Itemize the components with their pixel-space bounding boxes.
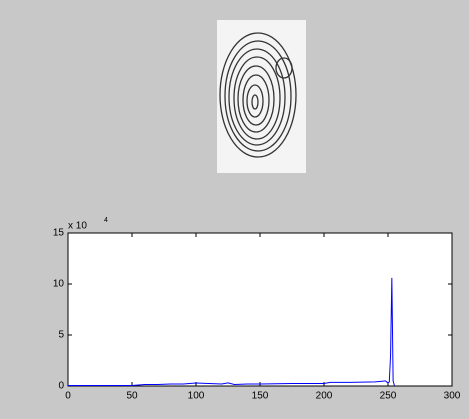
x-tick-label: 150 [252, 391, 269, 402]
fingerprint-image [217, 20, 306, 173]
data-line [68, 277, 395, 386]
fingerprint-ridges [219, 32, 297, 158]
x-tick-label: 50 [126, 391, 138, 402]
image-frame [217, 20, 306, 173]
y-multiplier: x 10 [68, 221, 87, 232]
x-tick-label: 300 [444, 391, 461, 402]
y-tick-label: 0 [58, 381, 64, 392]
x-tick-label: 0 [65, 391, 71, 402]
y-tick-label: 10 [53, 279, 65, 290]
y-multiplier-exponent: 4 [104, 217, 108, 224]
x-tick-label: 200 [316, 391, 333, 402]
y-tick-label: 5 [58, 330, 64, 341]
x-tick-label: 100 [188, 391, 205, 402]
y-tick-label: 15 [53, 228, 65, 239]
axes-box [67, 232, 453, 387]
x-tick-label: 250 [380, 391, 397, 402]
